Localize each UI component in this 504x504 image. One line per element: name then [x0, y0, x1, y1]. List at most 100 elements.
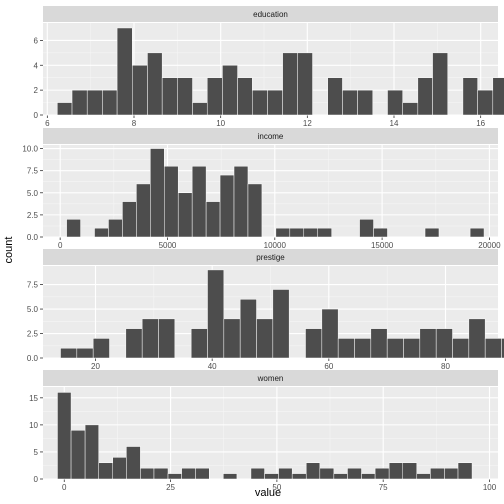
y-tick-label: 2.5 — [27, 211, 39, 220]
y-tick-label: 0.0 — [27, 354, 39, 363]
histogram-bar — [492, 77, 504, 116]
histogram-bar — [347, 467, 362, 480]
x-tick-label: 10000 — [264, 241, 287, 250]
histogram-bar — [297, 52, 313, 116]
x-tick-label: 10 — [216, 119, 225, 128]
x-tick-label: 8 — [132, 119, 137, 128]
histogram-bar — [462, 77, 478, 116]
histogram-bar — [374, 467, 390, 480]
histogram-bar — [140, 467, 155, 480]
histogram-bar — [272, 289, 290, 359]
x-tick-label: 16 — [476, 119, 485, 128]
y-tick-label: 5.0 — [27, 189, 39, 198]
histogram-bar — [192, 102, 208, 116]
histogram-bar — [122, 201, 137, 238]
histogram-bar — [317, 227, 332, 238]
histogram-bar — [98, 462, 113, 480]
histogram-bar — [403, 338, 421, 359]
histogram-bar — [141, 318, 159, 359]
histogram-bar — [239, 299, 257, 359]
facet-strip-label: education — [253, 10, 288, 19]
histogram-bar — [147, 52, 163, 116]
histogram-bar — [282, 52, 298, 116]
histogram-bar — [275, 227, 291, 238]
x-tick-label: 75 — [379, 483, 388, 492]
histogram-bar — [432, 52, 448, 116]
histogram-bar — [161, 77, 178, 116]
histogram-bar — [57, 102, 73, 116]
facet-income: income 0 5000 10000 15000 20000 0.0 2.5 5.0 7.5 10… — [22, 128, 501, 250]
histogram-bar — [150, 148, 165, 238]
histogram-bar — [386, 338, 404, 359]
histogram-bar — [247, 183, 263, 238]
y-tick-label: 2 — [34, 86, 39, 95]
histogram-bar — [136, 183, 151, 238]
facet-strip — [43, 6, 498, 22]
x-tick-label: 20 — [91, 362, 100, 371]
histogram-bar — [252, 89, 268, 116]
histogram-bar — [305, 462, 321, 480]
x-tick-label: 0 — [62, 483, 67, 492]
histogram-bar — [321, 308, 339, 359]
facet-women: women 0 25 50 75 100 0 5 10 15 — [29, 370, 498, 492]
histogram-bar — [457, 462, 473, 480]
y-tick-label: 2.5 — [27, 330, 39, 339]
histogram-bar — [233, 165, 249, 238]
histogram-bar — [70, 430, 86, 480]
histogram-bar — [195, 467, 210, 480]
x-tick-label: 14 — [390, 119, 399, 128]
histogram-bar — [153, 467, 169, 480]
histogram-bar — [327, 77, 343, 116]
x-axis-title: value — [255, 487, 281, 499]
histogram-bar — [256, 318, 274, 359]
facet-strip — [43, 128, 498, 144]
histogram-bar — [250, 467, 265, 480]
histogram-bar — [361, 473, 376, 480]
histogram-bar — [424, 227, 440, 238]
y-tick-label: 10 — [29, 421, 38, 430]
histogram-bar — [207, 269, 225, 359]
histogram-bar — [303, 227, 318, 238]
histogram-bar — [430, 467, 445, 480]
x-tick-label: 12 — [303, 119, 312, 128]
facet-education: education 6 8 10 12 14 16 0 2 4 6 — [34, 6, 504, 128]
histogram-bar — [357, 89, 374, 116]
x-tick-label: 80 — [441, 362, 450, 371]
y-tick-label: 0 — [34, 475, 39, 484]
histogram-bar — [501, 338, 504, 359]
histogram-bar — [190, 328, 208, 359]
facet-strip-label: women — [257, 374, 284, 383]
histogram-bar — [125, 328, 143, 359]
histogram-bar — [469, 227, 485, 238]
y-tick-label: 7.5 — [27, 167, 39, 176]
histogram-bar — [370, 328, 388, 359]
histogram-bar — [444, 467, 459, 480]
histogram-bar — [191, 165, 207, 238]
histogram-bar — [206, 77, 223, 116]
histogram-bar — [223, 473, 238, 480]
histogram-bar — [402, 462, 418, 480]
histogram-bar — [354, 338, 372, 359]
histogram-bar — [86, 89, 103, 116]
histogram-bar — [60, 347, 78, 359]
x-tick-label: 0 — [58, 241, 63, 250]
x-tick-label: 25 — [166, 483, 175, 492]
histogram-bar — [267, 89, 283, 116]
histogram-bar — [468, 318, 486, 359]
histogram-bar — [342, 89, 358, 116]
histogram-bar — [373, 227, 388, 238]
facet-strip-label: income — [258, 132, 284, 141]
y-tick-label: 6 — [34, 36, 39, 45]
histogram-bar — [219, 174, 235, 238]
y-tick-label: 10.0 — [22, 145, 38, 154]
histogram-bar — [289, 227, 305, 238]
histogram-bar — [452, 338, 470, 359]
histogram-bar — [223, 318, 241, 359]
histogram-bar — [205, 201, 221, 238]
histogram-bar — [102, 89, 118, 116]
histogram-bar — [435, 328, 453, 359]
x-tick-label: 50 — [272, 483, 281, 492]
y-tick-label: 0.0 — [27, 233, 39, 242]
